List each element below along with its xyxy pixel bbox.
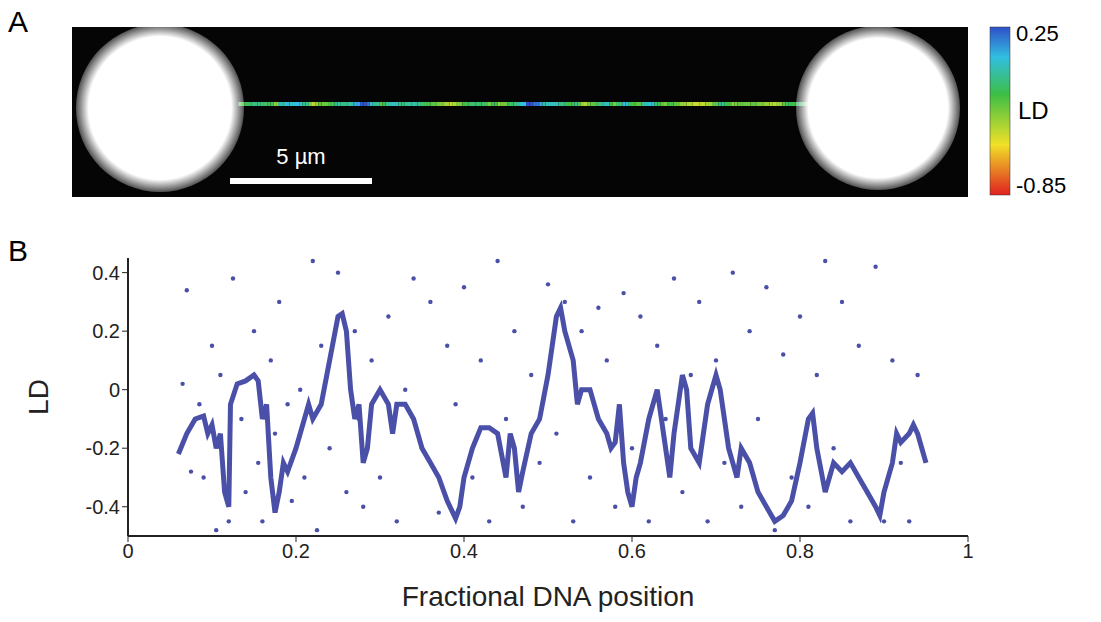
svg-text:LD: LD [23,379,54,415]
svg-text:Fractional DNA position: Fractional DNA position [402,581,695,612]
svg-text:0.25: 0.25 [1016,21,1059,46]
svg-text:0: 0 [109,379,120,401]
html-text:B: B [8,234,28,267]
svg-text:1: 1 [962,540,973,562]
svg-text:0.2: 0.2 [92,320,120,342]
svg-text:-0.85: -0.85 [1016,173,1066,198]
svg-text:LD: LD [1018,97,1049,124]
svg-text:-0.2: -0.2 [86,437,120,459]
svg-text:-0.4: -0.4 [86,496,120,518]
svg-text:A: A [8,5,28,38]
svg-text:0.2: 0.2 [282,540,310,562]
svg-text:0.4: 0.4 [450,540,478,562]
svg-text:0.6: 0.6 [618,540,646,562]
svg-text:0: 0 [122,540,133,562]
svg-text:0.8: 0.8 [786,540,814,562]
svg-text:0.4: 0.4 [92,262,120,284]
svg-text:5 µm: 5 µm [276,144,325,169]
